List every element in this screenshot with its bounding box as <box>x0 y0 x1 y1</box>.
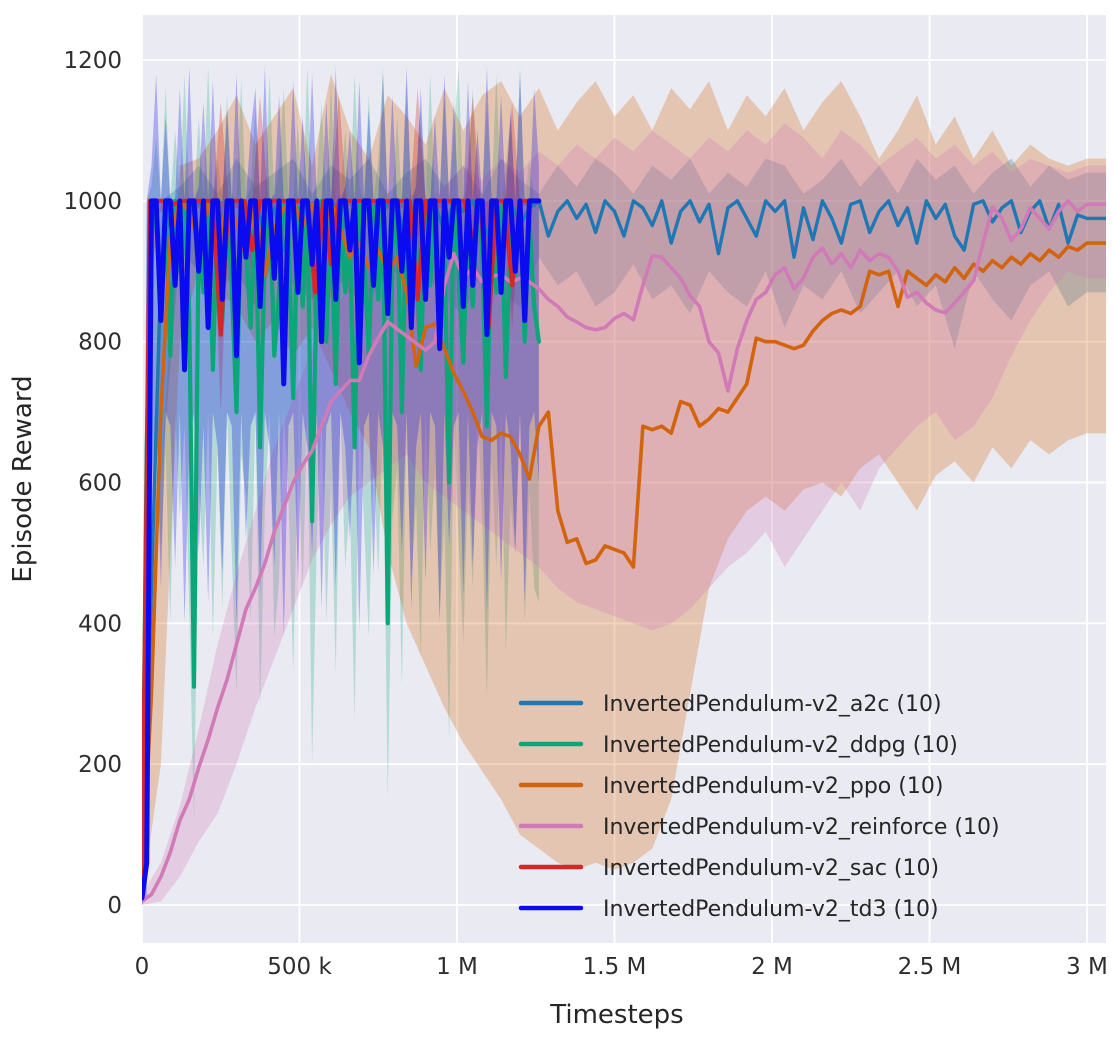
legend-label-reinforce: InvertedPendulum-v2_reinforce (10) <box>603 815 1000 840</box>
series-line-reinforce <box>142 199 1106 904</box>
legend-item-a2c: InvertedPendulum-v2_a2c (10) <box>518 692 942 717</box>
legend-item-sac: InvertedPendulum-v2_sac (10) <box>518 856 939 881</box>
legend-label-sac: InvertedPendulum-v2_sac (10) <box>603 856 939 881</box>
y-tick-label: 0 <box>107 893 122 919</box>
x-tick-label: 0 <box>135 954 150 980</box>
y-tick-label: 1000 <box>63 189 122 215</box>
legend-item-ppo: InvertedPendulum-v2_ppo (10) <box>518 774 943 799</box>
x-tick-label: 3 M <box>1066 954 1108 980</box>
mean-lines <box>142 198 1106 904</box>
y-tick-label: 1200 <box>63 48 122 74</box>
legend-label-a2c: InvertedPendulum-v2_a2c (10) <box>603 692 942 717</box>
x-tick-label: 2 M <box>751 954 793 980</box>
plot-area <box>142 15 1106 943</box>
x-tick-label: 1 M <box>436 954 478 980</box>
x-tick-label: 500 k <box>267 954 332 980</box>
y-tick-label: 800 <box>78 330 122 356</box>
x-axis-label: Timesteps <box>549 1000 683 1030</box>
legend: InvertedPendulum-v2_a2c (10) InvertedPend… <box>518 692 1000 922</box>
legend-item-reinforce: InvertedPendulum-v2_reinforce (10) <box>518 815 1000 840</box>
y-tick-label: 400 <box>78 611 122 637</box>
legend-label-ddpg: InvertedPendulum-v2_ddpg (10) <box>603 733 958 758</box>
legend-label-td3: InvertedPendulum-v2_td3 (10) <box>603 897 939 922</box>
plot-render-root: 0 500 k 1 M 1.5 M 2 M 2.5 M 3 M 0 200 400 600 800 10… <box>63 15 1108 980</box>
y-tick-label: 200 <box>78 752 122 778</box>
y-axis-label: Episode Reward <box>8 375 38 582</box>
x-tick-label: 1.5 M <box>583 954 647 980</box>
tick-labels: 0 500 k 1 M 1.5 M 2 M 2.5 M 3 M 0 200 400 600 800 10… <box>63 48 1107 980</box>
legend-item-ddpg: InvertedPendulum-v2_ddpg (10) <box>518 733 958 758</box>
x-tick-label: 2.5 M <box>898 954 962 980</box>
y-tick-label: 600 <box>78 470 122 496</box>
series-line-td3 <box>142 198 542 901</box>
gridlines <box>141 15 1106 943</box>
legend-item-td3: InvertedPendulum-v2_td3 (10) <box>518 897 939 922</box>
legend-label-ppo: InvertedPendulum-v2_ppo (10) <box>603 774 943 799</box>
